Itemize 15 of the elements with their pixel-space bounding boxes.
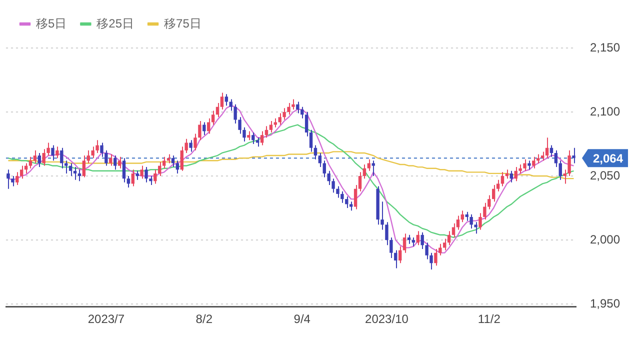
legend-label: 移5日 [36, 16, 67, 30]
x-tick-label: 2023/10 [365, 312, 409, 326]
y-tick-label: 1,950 [590, 296, 620, 310]
x-tick-label: 8/2 [196, 312, 213, 326]
ref-line-label: 2,064 [592, 151, 624, 166]
candlestick [528, 160, 531, 170]
y-tick-label: 2,050 [590, 168, 620, 182]
legend-label: 移75日 [164, 16, 202, 30]
y-tick-label: 2,150 [590, 40, 620, 54]
x-tick-label: 2023/7 [88, 312, 125, 326]
legend-label: 移25日 [96, 16, 134, 30]
y-tick-label: 2,100 [590, 104, 620, 118]
y-tick-label: 2,000 [590, 232, 620, 246]
x-tick-label: 11/2 [478, 312, 501, 326]
x-tick-label: 9/4 [294, 312, 311, 326]
